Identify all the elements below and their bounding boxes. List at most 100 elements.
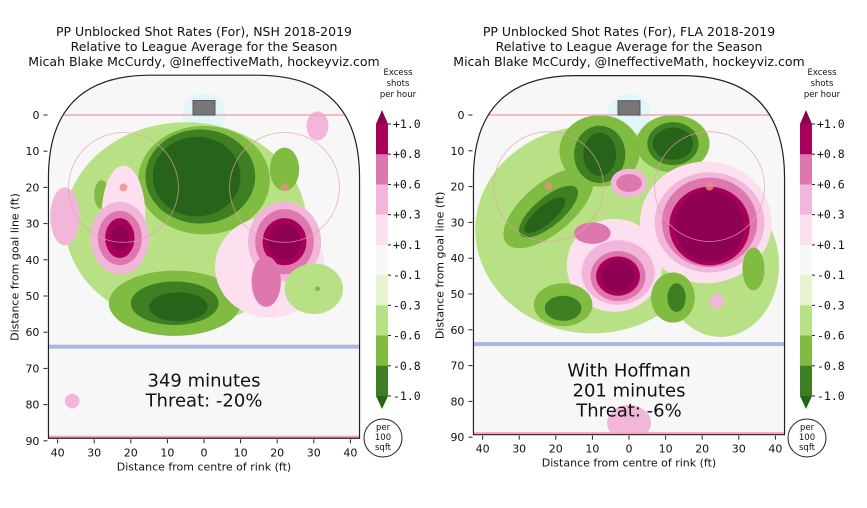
x-tick-label: 30: [512, 443, 526, 456]
y-tick-label: 30: [450, 216, 464, 229]
colorbar-band: [800, 365, 812, 397]
faceoff-dot: [280, 183, 289, 192]
chart-title-line: PP Unblocked Shot Rates (For), FLA 2018-…: [483, 24, 775, 39]
unit-text: sqft: [799, 443, 816, 453]
rink-boards: [47, 74, 361, 439]
x-tick-label: 20: [695, 443, 709, 456]
contour-region: [251, 256, 281, 307]
faceoff-dot: [705, 182, 714, 191]
x-tick-label: 10: [160, 446, 174, 459]
goal-net: [192, 100, 216, 116]
faceoff-dot: [119, 183, 128, 192]
contour-region: [709, 294, 725, 309]
y-tick-label: 60: [25, 326, 39, 339]
colorbar-tick-label: +0.3: [817, 208, 845, 222]
colorbar-band: [376, 365, 388, 397]
unit-badge: [787, 418, 827, 458]
contour-region: [306, 111, 329, 141]
x-tick-label: 40: [51, 446, 65, 459]
contour-region: [149, 292, 208, 322]
unit-text: 100: [799, 433, 815, 443]
x-tick-label: 20: [549, 443, 563, 456]
y-tick-label: 30: [25, 218, 39, 231]
chart-title-line: Relative to League Average for the Seaso…: [496, 39, 763, 54]
colorbar-band: [800, 124, 812, 155]
y-tick-label: 80: [450, 395, 464, 408]
x-tick-label: 40: [343, 446, 357, 459]
y-tick-label: 60: [450, 324, 464, 337]
colorbar-band: [800, 305, 812, 337]
colorbar-band: [800, 154, 812, 185]
x-tick-label: 40: [768, 443, 782, 456]
x-axis-label: Distance from centre of rink (ft): [117, 460, 291, 473]
y-axis-label: Distance from goal line (ft): [8, 193, 21, 341]
y-tick-label: 50: [25, 290, 39, 303]
colorbar-tick-label: -0.6: [817, 329, 845, 343]
colorbar-tick-label: +0.8: [817, 147, 845, 161]
y-tick-label: 90: [450, 431, 464, 444]
contour-region: [269, 147, 300, 192]
contour-region: [652, 127, 694, 160]
contour-region: [574, 222, 611, 244]
colorbar-band: [376, 275, 388, 306]
colorbar-band: [376, 244, 388, 276]
contour-region: [601, 259, 635, 293]
contour-region: [268, 223, 301, 260]
y-tick-label: 0: [457, 109, 464, 122]
colorbar-band: [376, 184, 388, 216]
chart-title-line: Micah Blake McCurdy, @IneffectiveMath, h…: [453, 54, 804, 69]
contour-region: [583, 132, 617, 176]
contour-region: [152, 136, 241, 217]
annotation-text: With Hoffman: [567, 360, 691, 381]
chart-title-line: PP Unblocked Shot Rates (For), NSH 2018-…: [56, 24, 352, 39]
colorbar-tick-label: -0.1: [393, 268, 421, 282]
colorbar-tick-label: +0.1: [817, 238, 845, 252]
y-tick-label: 40: [25, 254, 39, 267]
y-tick-label: 80: [25, 399, 39, 412]
x-tick-label: 40: [476, 443, 490, 456]
y-tick-label: 10: [450, 145, 464, 158]
colorbar-tick-label: -0.3: [393, 298, 421, 312]
colorbar-tick-label: +1.0: [817, 117, 845, 131]
colorbar-tick-label: -0.8: [817, 359, 845, 373]
unit-text: sqft: [375, 443, 392, 453]
y-tick-label: 20: [450, 181, 464, 194]
colorbar-tick-label: -0.8: [393, 359, 421, 373]
x-tick-label: 10: [234, 446, 248, 459]
chart-title-line: Relative to League Average for the Seaso…: [71, 39, 338, 54]
contour-region: [284, 263, 344, 315]
y-tick-label: 10: [25, 145, 39, 158]
x-tick-label: 10: [659, 443, 673, 456]
x-tick-label: 10: [585, 443, 599, 456]
rink-plot-2: PP Unblocked Shot Rates (For), FLA 2018-…: [433, 24, 844, 470]
colorbar-band: [800, 184, 812, 216]
goal-net: [617, 100, 641, 116]
colorbar-title: Excess: [807, 68, 837, 78]
x-tick-label: 0: [626, 443, 633, 456]
colorbar-band: [376, 214, 388, 246]
x-axis-label: Distance from centre of rink (ft): [542, 457, 716, 470]
y-tick-label: 70: [25, 362, 39, 375]
colorbar-tick-label: -0.3: [817, 298, 845, 312]
contour-region: [742, 247, 765, 291]
contour-region: [544, 295, 582, 321]
colorbar-tick-label: +0.3: [393, 208, 421, 222]
rink-boards: [472, 75, 786, 436]
colorbar-tick-label: -0.1: [817, 268, 845, 282]
colorbar-tick-label: +0.6: [393, 177, 421, 191]
x-tick-label: 20: [270, 446, 284, 459]
faceoff-circle: [229, 132, 340, 243]
faceoff-circle: [493, 131, 604, 242]
colorbar-title: shots: [811, 79, 834, 89]
colorbar-band: [376, 154, 388, 185]
colorbar-tick-label: +0.1: [393, 238, 421, 252]
colorbar-band: [800, 244, 812, 276]
y-tick-label: 70: [450, 360, 464, 373]
colorbar-title: Excess: [383, 68, 413, 78]
colorbar-tick-label: +0.6: [817, 177, 845, 191]
faceoff-circle: [68, 132, 179, 243]
annotation-text: 201 minutes: [573, 380, 686, 401]
